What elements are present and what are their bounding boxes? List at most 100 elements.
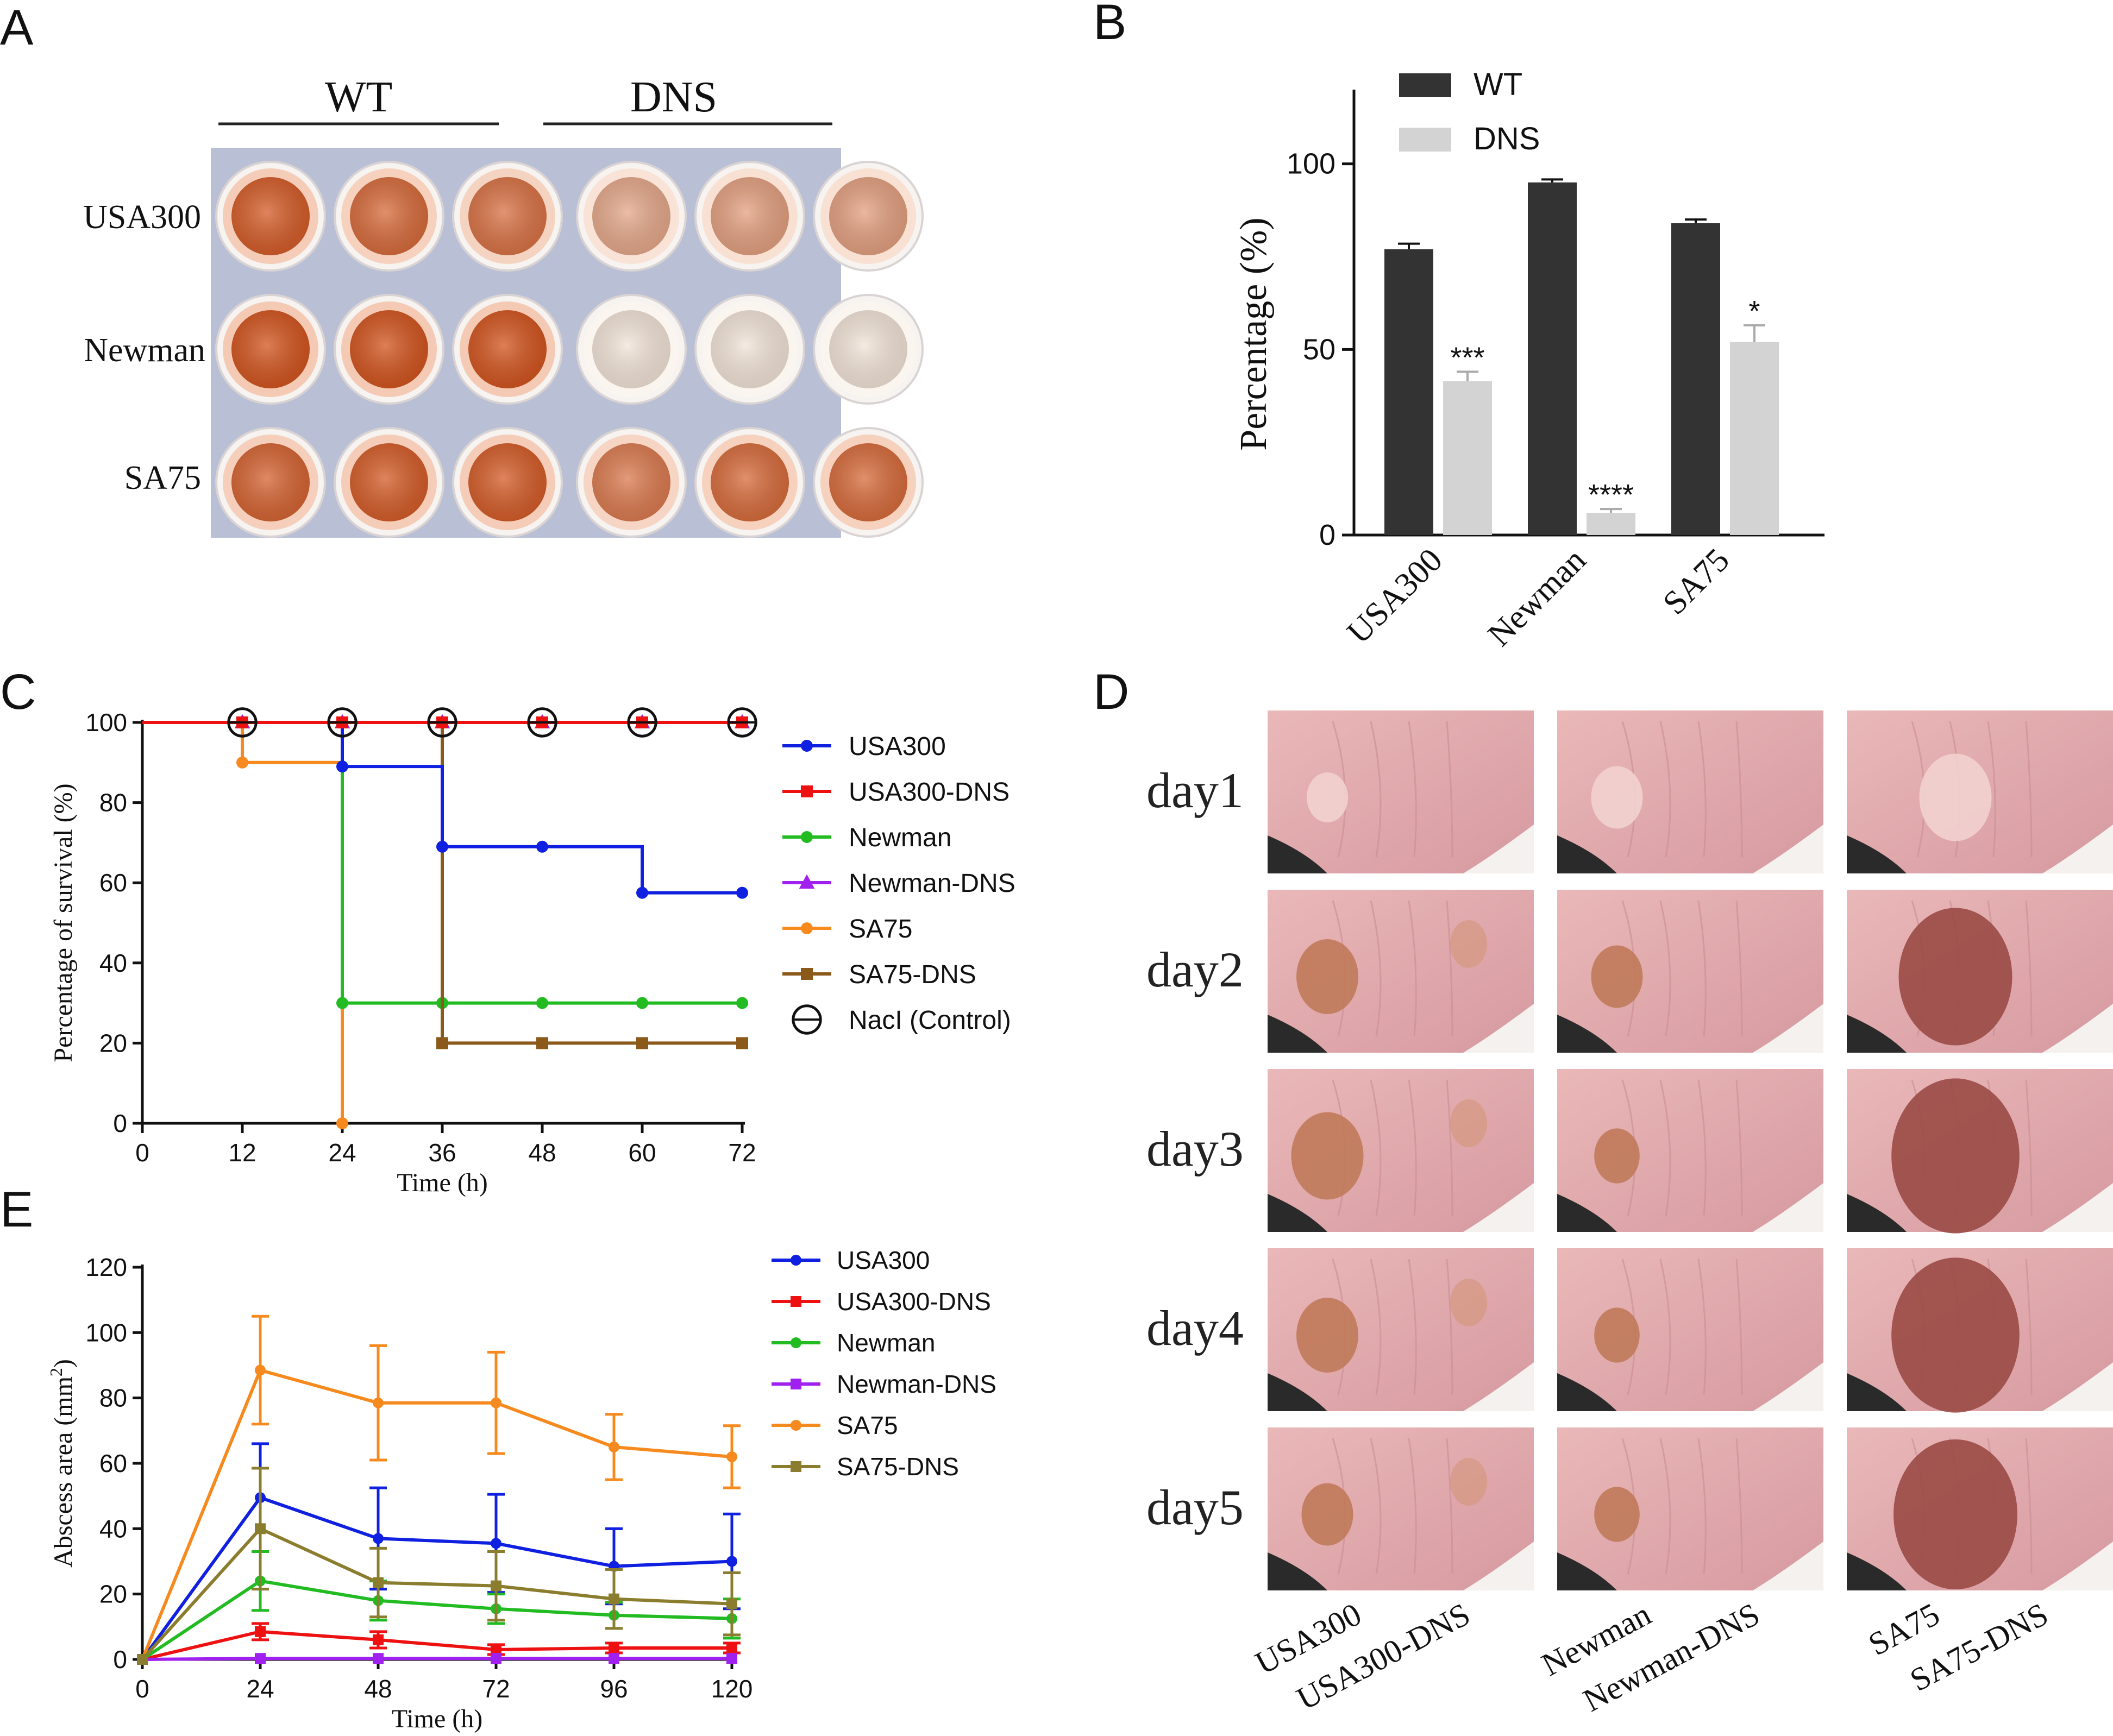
lesion-r1-c1 [1591,945,1643,1008]
marker-usa300-dns-24 [255,1626,266,1637]
fur-left-r1-c0 [1268,1015,1327,1053]
marker-sa75-dns-72 [491,1580,501,1592]
fur-right-r4-c0 [1463,1542,1534,1590]
y-axis-label-superscript: 2 [46,1368,66,1376]
lesion-r0-c2 [1919,753,1992,841]
well-shade-r0-c5 [829,177,907,255]
legend-label-sa75: SA75 [849,915,912,944]
y-tick-label-40: 40 [99,949,127,977]
fur-left-r4-c2 [1847,1552,1907,1590]
panel-label-a: A [0,0,34,55]
bar-chart-b: 0 50 100 Percentage (%) *** USA300 **** Newman *… [1233,67,1824,653]
marker-usa300-24 [336,760,348,773]
fur-right-r2-c0 [1463,1183,1534,1232]
fur-left-r0-c2 [1847,835,1907,873]
y-tick-label-100: 100 [85,1318,127,1347]
x-tick-label-24: 24 [246,1675,274,1703]
significance-usa300: *** [1450,341,1484,374]
legend-label-newman: Newman [849,823,951,852]
wrinkle-1-r3-c0 [1370,1259,1382,1395]
bar-dns-usa300 [1443,381,1492,535]
marker-newman-48 [536,997,548,1009]
fur-right-r2-c1 [1753,1183,1823,1232]
bar-dns-newman [1587,513,1635,535]
well-shade-r1-c1 [350,310,428,388]
fur-left-r3-c1 [1557,1373,1617,1411]
fur-right-r4-c2 [2042,1542,2113,1590]
well-shade-r2-c0 [231,443,310,521]
legend-label-usa300-dns: USA300-DNS [849,778,1010,807]
x-tick-label-48: 48 [528,1139,556,1167]
marker-naci-control-24 [327,707,358,738]
marker-newman-dns-120 [726,1653,737,1664]
marker-naci-control-12 [227,707,258,738]
marker-sa75-dns-72 [736,1037,748,1049]
legend-label-sa75-dns: SA75-DNS [849,960,976,989]
y-tick-label-20: 20 [99,1580,127,1608]
well-grid [215,161,924,538]
lesion-r4-c0 [1301,1483,1353,1546]
well-shade-r1-c2 [468,310,547,388]
wrinkle-1-r0-c0 [1370,721,1382,858]
well-shade-r0-c1 [350,177,428,255]
y-axis-label: Abscess area (mm2) [46,1359,78,1568]
legend-marker-sa75 [791,1420,801,1431]
legend-marker-newman [801,831,813,843]
legend-marker-sa75 [801,922,813,934]
marker-newman-72 [736,997,748,1009]
lesion-r3-c0 [1296,1298,1358,1373]
marker-sa75-48 [373,1397,384,1408]
row-label-sa75: SA75 [124,460,201,496]
line-usa300-dns [142,1630,732,1661]
marker-usa300-48 [536,840,548,853]
line-usa300 [141,1495,732,1660]
wrinkle-1-r0-c1 [1659,721,1671,858]
fur-right-r0-c0 [1463,825,1534,873]
legend-label-usa300: USA300 [849,732,946,761]
fur-right-r1-c0 [1463,1004,1534,1053]
panel-label-e: E [0,1182,33,1237]
marker-sa75-72 [491,1397,501,1408]
marker-sa75-dns-48 [536,1037,548,1049]
y-tick-label-0: 0 [113,1109,127,1137]
well-shade-r2-c1 [350,443,428,521]
wrinkle-1-r4-c0 [1370,1438,1382,1575]
x-tick-label-60: 60 [628,1139,656,1167]
x-axis-label: Time (h) [392,1704,483,1733]
y-tick-label-80: 80 [99,1384,127,1412]
legend-marker-naci-control [792,1004,822,1035]
wrinkle-3-r4-c1 [1735,1438,1743,1575]
wrinkle-3-r1-c1 [1735,900,1743,1037]
day-label-day3: day3 [1146,1121,1244,1177]
significance-sa75: * [1748,295,1760,328]
lesion-r2-c1 [1594,1128,1640,1184]
legend-label-newman: Newman [837,1329,936,1357]
marker-usa300-48 [373,1533,384,1544]
wrinkle-3-r0-c0 [1446,721,1453,858]
wrinkle-3-r2-c2 [2025,1079,2033,1216]
wrinkle-2-r2-c0 [1408,1079,1417,1216]
marker-usa300-dns-120 [726,1642,737,1653]
day-label-day2: day2 [1146,942,1244,997]
wrinkle-2-r4-c0 [1408,1438,1417,1575]
x-tick-label-0: 0 [135,1675,149,1703]
lesion-r0-c1 [1591,766,1643,829]
line-newman [141,1579,732,1661]
marker-usa300-dns-96 [609,1642,619,1653]
y-axis-label: Percentage (%) [1233,217,1275,450]
wrinkle-2-r1-c0 [1408,900,1417,1037]
x-axis-label: Time (h) [397,1168,488,1197]
marker-usa300-36 [436,840,448,853]
well-shade-r1-c5 [829,310,907,388]
marker-sa75-24 [255,1364,266,1376]
wrinkle-3-r4-c0 [1446,1438,1453,1575]
marker-newman-dns-24 [255,1653,266,1664]
panel-b: B 0 50 100 Percentage (%) *** USA300 **** Newma… [1093,0,1824,653]
wrinkle-2-r1-c1 [1697,900,1707,1037]
lesion-r2-c0 [1291,1112,1364,1200]
legend-marker-sa75-dns [791,1461,801,1472]
legend-label-newman-dns: Newman-DNS [837,1370,996,1398]
well-shade-r0-c3 [592,177,670,255]
fur-left-r3-c2 [1847,1373,1907,1411]
